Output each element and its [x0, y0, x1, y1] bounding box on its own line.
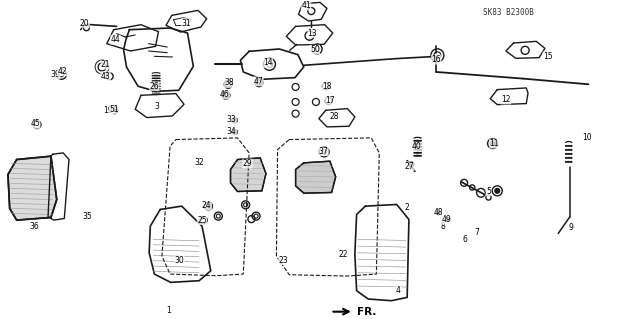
Text: 43: 43	[100, 72, 111, 81]
Text: 11: 11	[490, 139, 499, 148]
Text: 25: 25	[197, 216, 207, 225]
Text: 51: 51	[109, 105, 119, 114]
Text: 22: 22	[339, 249, 348, 259]
Text: 40: 40	[412, 142, 421, 152]
Text: 28: 28	[330, 112, 339, 121]
Text: 39: 39	[50, 70, 60, 79]
Text: 9: 9	[568, 223, 573, 232]
Text: 14: 14	[263, 58, 273, 68]
Text: 47: 47	[253, 77, 263, 86]
Text: 8: 8	[441, 222, 445, 231]
Text: 7: 7	[474, 228, 479, 237]
Text: 6: 6	[463, 235, 468, 244]
Polygon shape	[230, 158, 266, 191]
Polygon shape	[8, 156, 57, 220]
Text: 19: 19	[104, 106, 113, 115]
Text: 21: 21	[101, 60, 110, 69]
Text: 45: 45	[30, 119, 40, 129]
Text: 27: 27	[404, 162, 414, 171]
Circle shape	[490, 141, 495, 146]
Text: 44: 44	[111, 35, 120, 44]
Text: 17: 17	[325, 96, 335, 105]
Text: 50: 50	[310, 45, 319, 54]
Text: 20: 20	[80, 19, 90, 27]
Text: 42: 42	[57, 67, 67, 76]
Text: 18: 18	[322, 82, 332, 91]
Text: 41: 41	[301, 1, 311, 10]
Text: 32: 32	[195, 158, 205, 167]
Text: 29: 29	[243, 159, 252, 168]
Text: 10: 10	[582, 133, 592, 142]
Text: 15: 15	[543, 52, 552, 61]
Text: 49: 49	[442, 215, 452, 224]
Polygon shape	[296, 161, 336, 193]
Text: 46: 46	[220, 90, 230, 99]
Text: FR.: FR.	[357, 307, 376, 317]
Text: 37: 37	[319, 147, 328, 156]
Text: 36: 36	[29, 222, 39, 231]
Text: 34: 34	[227, 127, 237, 136]
Text: 12: 12	[501, 95, 511, 104]
Circle shape	[495, 188, 500, 193]
Text: 26: 26	[150, 82, 159, 91]
Text: 24: 24	[202, 201, 211, 210]
Text: 33: 33	[227, 115, 237, 124]
Text: 1: 1	[166, 306, 172, 315]
Text: 35: 35	[83, 211, 92, 221]
Text: 2: 2	[404, 203, 410, 212]
Text: 30: 30	[175, 256, 184, 265]
Text: 5: 5	[486, 187, 491, 196]
Text: 48: 48	[433, 208, 443, 217]
Circle shape	[113, 109, 116, 112]
Text: 13: 13	[308, 28, 317, 38]
Text: 16: 16	[431, 55, 441, 64]
Text: 23: 23	[278, 256, 288, 264]
Text: 31: 31	[182, 19, 191, 27]
Text: 38: 38	[224, 78, 234, 87]
Text: SK83 B2300B: SK83 B2300B	[483, 8, 534, 17]
Text: 4: 4	[396, 286, 401, 294]
Text: 3: 3	[155, 102, 160, 111]
